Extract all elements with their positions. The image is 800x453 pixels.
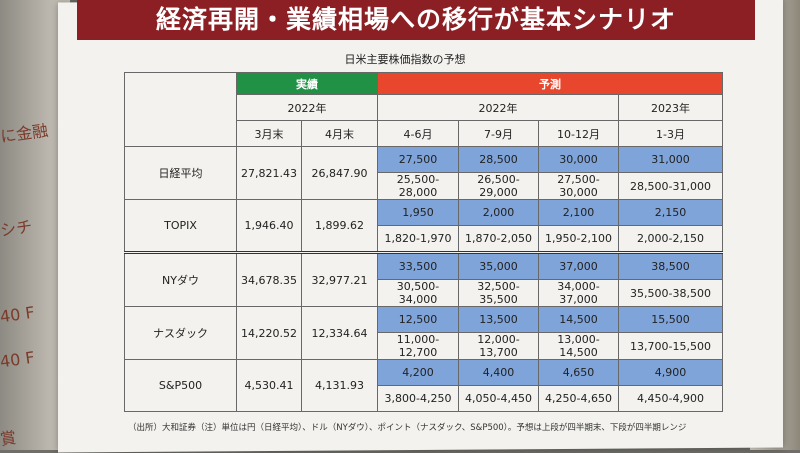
- column-header: 7-9月: [458, 120, 539, 147]
- forecast-range: 35,500-38,500: [618, 279, 723, 307]
- forecast-range: 12,000-13,700: [458, 332, 539, 360]
- forecast-value: 35,000: [458, 251, 539, 280]
- actual-header: 実績: [236, 72, 378, 95]
- forecast-value: 4,400: [458, 359, 539, 386]
- table-title: 日米主要株価指数の予想: [344, 53, 466, 66]
- forecast-range: 32,500-35,500: [458, 279, 539, 307]
- actual-value: 4,131.93: [301, 359, 378, 412]
- forecast-value: 12,500: [377, 306, 459, 333]
- forecast-value: 4,650: [538, 359, 619, 386]
- forecast-value: 4,900: [618, 359, 723, 386]
- forecast-year-2022: 2022年: [377, 94, 619, 121]
- forecast-year-2023: 2023年: [618, 94, 723, 121]
- index-name: S&P500: [124, 359, 237, 412]
- actual-value: 1,899.62: [301, 199, 378, 253]
- forecast-value: 38,500: [618, 251, 723, 280]
- forecast-range: 4,450-4,900: [618, 385, 723, 412]
- forecast-range: 27,500-30,000: [538, 172, 619, 200]
- forecast-value: 2,150: [618, 199, 723, 226]
- forecast-value: 13,500: [458, 306, 539, 333]
- forecast-range: 1,870-2,050: [458, 225, 539, 253]
- stock-index-forecast-table: 実績 予測 2022年 2022年 2023年 3月末 4月末 4-6月 7-9…: [124, 72, 723, 412]
- forecast-value: 37,000: [538, 251, 619, 280]
- forecast-value: 28,500: [458, 146, 539, 173]
- index-name: 日経平均: [124, 146, 237, 200]
- actual-value: 12,334.64: [301, 306, 378, 360]
- forecast-value: 15,500: [618, 306, 723, 333]
- column-header: 4月末: [301, 120, 378, 147]
- forecast-range: 1,950-2,100: [538, 225, 619, 253]
- forecast-range: 1,820-1,970: [377, 225, 459, 253]
- forecast-value: 4,200: [377, 359, 459, 386]
- forecast-value: 14,500: [538, 306, 619, 333]
- forecast-range: 3,800-4,250: [377, 385, 459, 412]
- column-header: 3月末: [236, 120, 302, 147]
- forecast-value: 31,000: [618, 146, 723, 173]
- background-text: 賞: [0, 427, 18, 450]
- forecast-range: 26,500-29,000: [458, 172, 539, 200]
- forecast-range: 2,000-2,150: [618, 225, 723, 253]
- background-text: シチ: [0, 216, 34, 241]
- forecast-value: 27,500: [377, 146, 459, 173]
- forecast-range: 34,000-37,000: [538, 279, 619, 307]
- index-name: TOPIX: [124, 199, 237, 253]
- actual-value: 4,530.41: [236, 359, 302, 412]
- column-header: 4-6月: [377, 120, 459, 147]
- forecast-value: 2,000: [458, 199, 539, 226]
- column-header: 1-3月: [618, 120, 723, 147]
- forecast-range: 4,050-4,450: [458, 385, 539, 412]
- column-header: 10-12月: [538, 120, 619, 147]
- forecast-range: 25,500-28,000: [377, 172, 459, 200]
- actual-value: 32,977.21: [301, 251, 378, 307]
- actual-value: 1,946.40: [236, 199, 302, 253]
- forecast-value: 2,100: [538, 199, 619, 226]
- forecast-range: 28,500-31,000: [618, 172, 723, 200]
- index-name: ナスダック: [124, 306, 237, 360]
- forecast-table-area: 実績 予測 2022年 2022年 2023年 3月末 4月末 4-6月 7-9…: [124, 72, 723, 417]
- index-name: NYダウ: [124, 251, 237, 307]
- forecast-header: 予測: [377, 72, 723, 95]
- actual-year: 2022年: [236, 94, 378, 121]
- forecast-value: 30,000: [538, 146, 619, 173]
- corner-cell: [124, 72, 237, 147]
- forecast-value: 33,500: [377, 251, 459, 280]
- actual-value: 27,821.43: [236, 146, 302, 200]
- forecast-range: 13,000-14,500: [538, 332, 619, 360]
- forecast-value: 1,950: [377, 199, 459, 226]
- actual-value: 26,847.90: [301, 146, 378, 200]
- page-title: 経済再開・業績相場への移行が基本シナリオ: [77, 0, 755, 40]
- source-note: （出所）大和証券（注）単位は円（日経平均）、ドル（NYダウ）、ポイント（ナスダッ…: [128, 423, 687, 433]
- forecast-range: 11,000-12,700: [377, 332, 459, 360]
- forecast-range: 30,500-34,000: [377, 279, 459, 307]
- forecast-range: 13,700-15,500: [618, 332, 723, 360]
- forecast-range: 4,250-4,650: [538, 385, 619, 412]
- actual-value: 34,678.35: [236, 251, 302, 307]
- actual-value: 14,220.52: [236, 306, 302, 360]
